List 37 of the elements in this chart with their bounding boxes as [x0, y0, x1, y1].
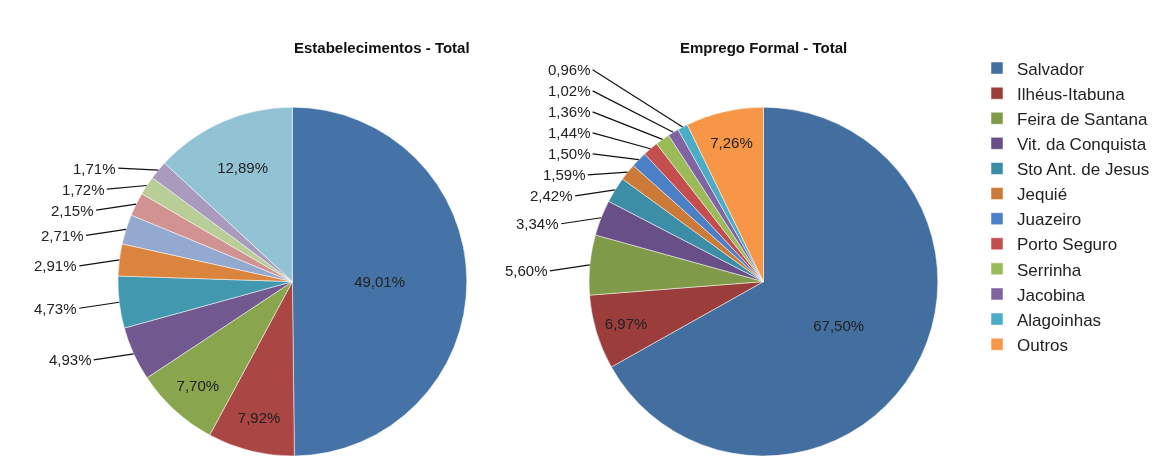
data-label: 1,50% [548, 145, 591, 162]
data-label: 2,91% [34, 257, 77, 274]
data-label: 7,70% [176, 376, 220, 394]
data-label: 4,93% [49, 351, 92, 368]
data-label: 1,02% [548, 82, 591, 99]
legend-label: Alagoinhas [1017, 310, 1102, 330]
legend-label: Serrinha [1017, 260, 1082, 280]
legend-label: Outros [1017, 335, 1069, 355]
legend-label: Jacobina [1017, 285, 1086, 305]
data-label: 3,34% [516, 215, 559, 232]
data-label: 5,60% [505, 262, 548, 279]
data-label: 7,92% [237, 408, 281, 426]
data-label: 0,96% [548, 61, 591, 78]
legend-label: Sto Ant. de Jesus [1017, 160, 1150, 180]
legend-label: Salvador [1017, 59, 1085, 79]
data-label: 1,59% [543, 166, 586, 183]
data-label: 2,71% [41, 227, 84, 244]
legend-label: Porto Seguro [1017, 235, 1118, 255]
data-label: 6,97% [604, 314, 648, 332]
data-label: 1,44% [548, 124, 591, 141]
legend-label: Jequié [1017, 185, 1068, 205]
data-label: 12,89% [217, 158, 268, 176]
data-label: 67,50% [813, 317, 865, 335]
data-label: 1,72% [62, 181, 105, 198]
data-label: 4,73% [34, 300, 77, 317]
legend-label: Ilhéus-Itabuna [1017, 84, 1126, 104]
chart-title: Emprego Formal - Total [680, 39, 848, 56]
legend-label: Vit. da Conquista [1017, 135, 1147, 154]
data-label: 7,26% [710, 134, 753, 152]
chart-title: Estabelecimentos - Total [294, 39, 470, 56]
data-label: 49,01% [354, 272, 406, 290]
data-label: 2,42% [530, 187, 573, 204]
legend-label: Feira de Santana [1017, 109, 1148, 129]
data-label: 1,36% [548, 103, 591, 120]
legend-label: Juazeiro [1017, 210, 1082, 230]
data-label: 2,15% [51, 202, 94, 219]
data-label: 1,71% [73, 160, 116, 177]
